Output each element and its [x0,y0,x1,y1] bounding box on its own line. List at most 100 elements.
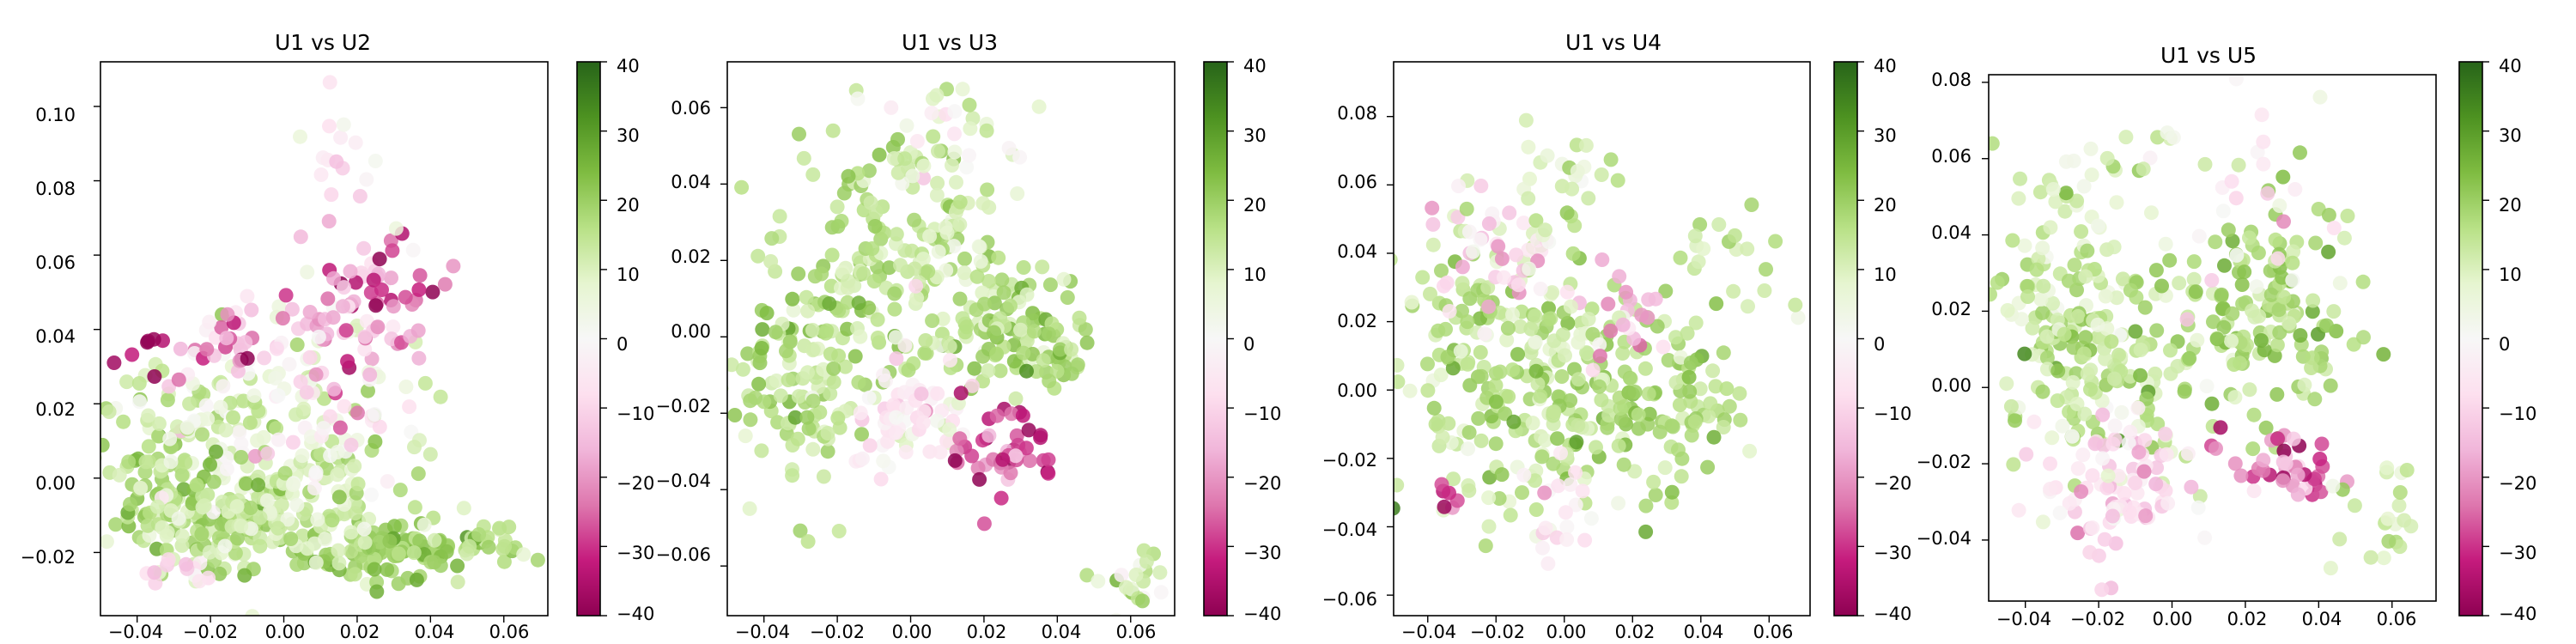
scatter-point [1538,222,1552,238]
scatter-point [1565,246,1581,261]
scatter-point [2297,377,2312,392]
y-tick-label: −0.02 [21,547,76,568]
scatter-point [930,386,945,401]
scatter-point [270,388,286,404]
scatter-point [925,313,940,328]
scatter-point [2123,283,2138,298]
scatter-point [300,264,315,280]
x-tick-label: 0.06 [489,622,530,642]
scatter-point [853,329,868,344]
scatter-point [243,501,258,515]
scatter-point [283,532,299,546]
colorbar-tick-label: 0 [1243,334,1255,355]
scatter-point [411,350,427,366]
scatter-point [909,290,925,306]
scatter-point [2036,278,2051,294]
scatter-point [918,333,933,348]
scatter-point [1615,317,1631,332]
scatter-point [119,374,135,390]
scatter-point [2000,303,2015,318]
scatter-point [357,329,373,344]
scatter-point [1989,287,1997,302]
scatter-point [2122,504,2137,519]
scatter-point [2115,271,2130,287]
scatter-point [2090,317,2105,332]
scatter-point [340,354,355,369]
scatter-point [2227,390,2243,405]
colorbar-gradient [1204,62,1227,616]
scatter-point [979,123,994,138]
scatter-point [1558,348,1572,363]
scatter-point [1545,285,1560,301]
scatter-point [209,444,223,459]
scatter-point [2290,467,2306,483]
scatter-point [993,490,1009,506]
y-tick-label: 0.06 [35,252,76,273]
scatter-point [1522,261,1537,276]
scatter-point [929,413,945,428]
scatter-point [2256,156,2271,172]
x-tick-label: 0.04 [1684,622,1724,642]
scatter-point [2020,289,2035,304]
scatter-point [229,499,245,514]
scatter-point [2032,185,2048,200]
scatter-point [2099,480,2115,495]
scatter-point [1442,485,1456,501]
scatter-point [1631,407,1646,422]
scatter-point [2069,193,2085,209]
scatter-point [1564,181,1580,197]
scatter-point [872,147,887,162]
scatter-point [2029,262,2044,277]
scatter-point [194,526,210,542]
scatter-point [141,408,156,423]
scatter-point [2076,179,2092,194]
scatter-point [2087,436,2103,452]
scatter-point [2276,443,2292,459]
scatter-point [1705,363,1721,379]
scatter-point [1521,191,1536,206]
scatter-point [282,356,297,372]
scatter-point [331,489,347,505]
scatter-point [2131,445,2147,460]
scatter-point [2256,463,2271,478]
scatter-point [1491,239,1506,254]
scatter-point [1570,164,1585,179]
scatter-point [994,272,1010,288]
scatter-point [1499,332,1515,348]
scatter-point [245,609,260,616]
scatter-point [1481,519,1497,534]
scatter-point [260,446,276,461]
scatter-point [981,200,997,215]
scatter-point [2043,482,2058,496]
scatter-point [1394,501,1400,516]
scatter-point [1648,488,1663,502]
scatter-point [2326,304,2342,319]
scatter-point [2172,276,2187,291]
scatter-point [823,386,838,401]
scatter-point [293,129,307,144]
scatter-point [1110,612,1122,616]
scatter-point [917,345,933,361]
colorbar-tick-label: 40 [1243,56,1267,76]
axes-frame [726,61,1176,617]
scatter-point [246,388,262,404]
scatter-point [174,467,190,483]
scatter-point [870,331,885,345]
scatter-point [391,546,406,562]
scatter-point [1453,343,1468,359]
scatter-point [1515,485,1529,501]
scatter-point [947,126,962,142]
scatter-point [343,437,359,453]
scatter-point [2276,289,2292,305]
scatter-point [964,378,980,393]
colorbar-tick-label: −40 [2499,604,2537,624]
scatter-point [318,532,333,547]
scatter-point [947,104,963,119]
scatter-point [308,555,324,570]
scatter-point [1744,197,1759,212]
scatter-point [898,445,914,459]
scatter-point [1594,392,1609,408]
scatter-point [2117,486,2132,501]
scatter-point [1494,467,1510,483]
scatter-point [1716,420,1731,434]
